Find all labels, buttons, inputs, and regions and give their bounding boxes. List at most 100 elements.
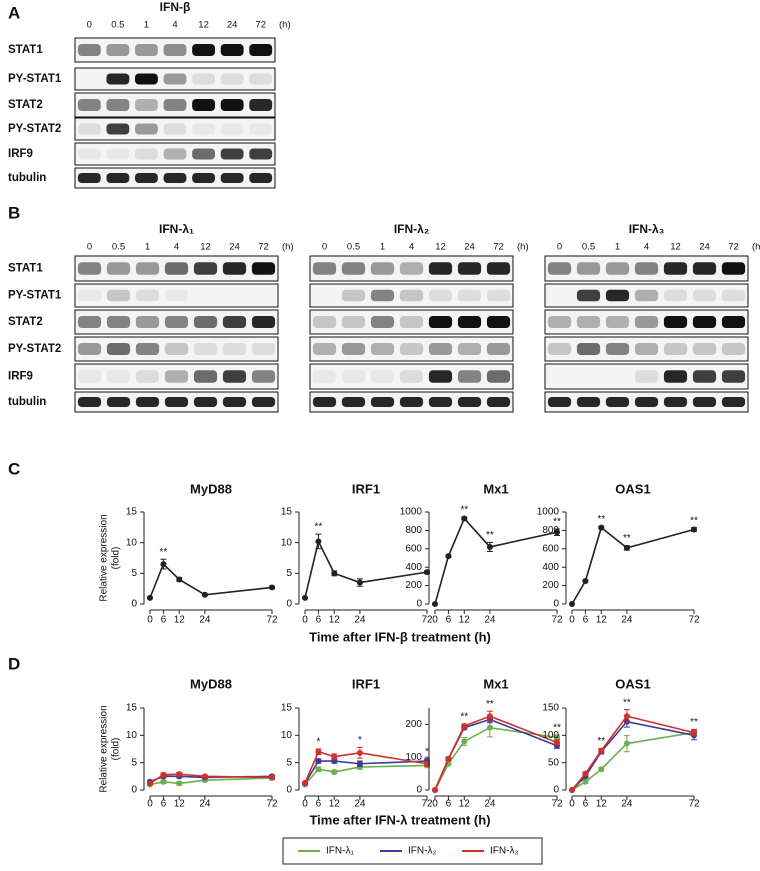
band <box>77 99 101 111</box>
band <box>428 343 453 355</box>
significance: ** <box>160 547 168 558</box>
band <box>77 44 101 56</box>
y-tick-label: 1000 <box>400 507 423 518</box>
band <box>192 73 215 85</box>
timepoint: 0 <box>322 242 327 253</box>
band <box>135 370 160 383</box>
band <box>663 316 688 328</box>
panel-label: B <box>8 203 20 222</box>
blot-title: IFN-λ₁ <box>159 222 194 236</box>
band <box>721 289 746 302</box>
timepoint: 1 <box>615 242 620 253</box>
band <box>77 370 102 383</box>
chart-title: MyD88 <box>190 676 232 691</box>
y-tick-label: 800 <box>405 525 422 536</box>
band <box>135 397 160 407</box>
band <box>251 343 276 355</box>
band <box>251 262 276 275</box>
band <box>457 370 482 383</box>
band <box>193 343 218 355</box>
x-tick-label: 12 <box>174 799 186 810</box>
data-point <box>569 601 575 607</box>
x-tick-label: 24 <box>621 799 633 810</box>
chart-title: OAS1 <box>615 481 650 496</box>
row-label: IRF9 <box>8 148 33 160</box>
significance: ** <box>690 515 698 526</box>
y-axis-label: (fold) <box>111 547 122 570</box>
band <box>106 289 131 302</box>
band <box>223 290 246 302</box>
data-point <box>582 578 589 584</box>
data-point <box>331 570 338 577</box>
band <box>576 262 601 275</box>
band <box>576 316 601 328</box>
x-tick-label: 0 <box>302 615 308 626</box>
band <box>192 44 215 56</box>
data-point <box>554 739 560 746</box>
data-point <box>461 738 468 745</box>
band <box>163 123 187 135</box>
significance: ** <box>597 736 605 747</box>
significance: * <box>425 746 429 757</box>
band <box>193 316 218 328</box>
band <box>312 316 337 328</box>
data-point <box>623 740 630 747</box>
y-axis-label: Relative expression <box>99 705 110 792</box>
band <box>428 262 453 275</box>
x-tick-label: 24 <box>621 615 633 626</box>
band <box>222 316 247 328</box>
y-tick-label: 600 <box>542 543 559 554</box>
band <box>605 316 630 328</box>
y-tick-label: 15 <box>126 703 138 714</box>
y-tick-label: 10 <box>126 730 138 741</box>
timepoint: 24 <box>229 242 240 253</box>
x-tick-label: 24 <box>484 615 496 626</box>
y-tick-label: 15 <box>126 507 138 518</box>
chart-title: Mx1 <box>483 676 508 691</box>
band <box>192 99 215 111</box>
band <box>249 73 273 85</box>
band <box>135 173 158 183</box>
band <box>77 148 101 160</box>
band <box>192 148 215 160</box>
band <box>576 397 601 407</box>
y-tick-label: 0 <box>553 785 559 796</box>
band <box>106 343 131 355</box>
band <box>251 397 276 407</box>
timepoint: 24 <box>464 242 475 253</box>
x-tick-label: 24 <box>199 799 211 810</box>
panel-label: D <box>8 654 20 673</box>
band <box>341 370 366 383</box>
band <box>663 262 688 275</box>
band <box>692 316 717 328</box>
y-tick-label: 15 <box>281 703 293 714</box>
data-point <box>315 748 322 755</box>
x-tick-label: 0 <box>432 799 438 810</box>
band <box>249 99 273 111</box>
x-tick-label: 72 <box>266 615 278 626</box>
band <box>399 397 424 407</box>
significance: ** <box>623 533 631 544</box>
band <box>370 343 395 355</box>
x-tick-label: 6 <box>161 799 167 810</box>
band <box>399 316 424 328</box>
blot-title: IFN-λ₂ <box>394 222 429 236</box>
band <box>106 397 131 407</box>
data-point <box>160 778 167 785</box>
band <box>486 370 511 383</box>
row-label: PY-STAT2 <box>8 343 61 355</box>
timepoint: 0.5 <box>111 20 124 31</box>
data-point <box>582 778 589 785</box>
series-line <box>434 718 558 791</box>
band <box>220 173 244 183</box>
x-tick-label: 6 <box>583 799 589 810</box>
y-tick-label: 200 <box>405 719 422 730</box>
data-point <box>623 713 630 720</box>
series-line <box>304 760 428 784</box>
timepoint: 72 <box>255 20 266 31</box>
y-tick-label: 400 <box>542 562 559 573</box>
timepoint: 0.5 <box>582 242 595 253</box>
band <box>399 262 424 275</box>
band <box>370 262 395 275</box>
band <box>605 343 630 355</box>
